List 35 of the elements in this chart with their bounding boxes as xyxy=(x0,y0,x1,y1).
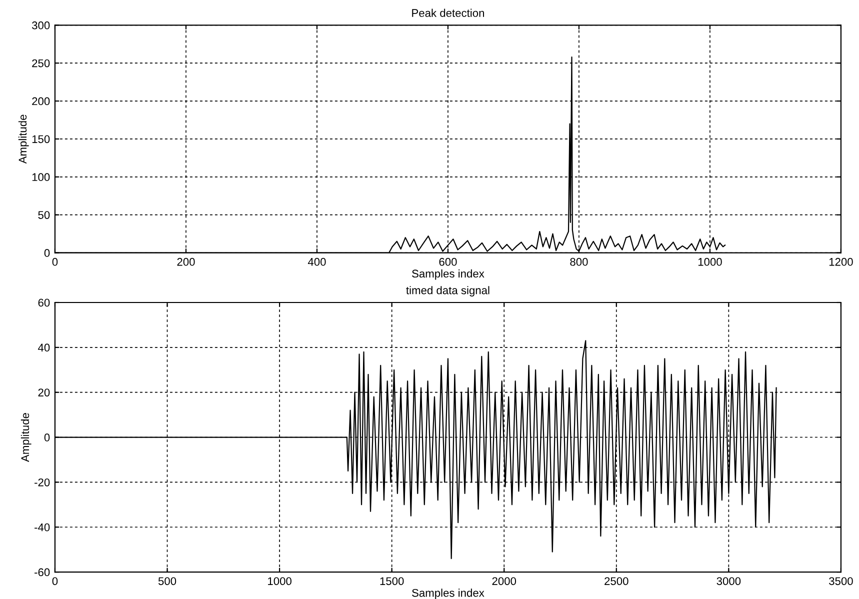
y-tick-label: 0 xyxy=(44,434,50,442)
y-tick-label: 300 xyxy=(32,21,50,30)
x-axis-title: Samples index xyxy=(412,269,484,280)
x-tick-label: 0 xyxy=(52,258,58,266)
x-tick-label: 1000 xyxy=(268,577,292,586)
x-tick-label: 500 xyxy=(158,577,176,586)
x-tick-label: 1200 xyxy=(829,258,853,266)
x-tick-label: 600 xyxy=(439,258,457,266)
x-tick-label: 3000 xyxy=(716,577,741,586)
y-tick-label: -60 xyxy=(34,568,50,576)
x-tick-label: 200 xyxy=(177,258,195,266)
y-tick-label: 60 xyxy=(38,298,50,307)
x-tick-label: 3500 xyxy=(829,577,853,586)
y-tick-label: 250 xyxy=(32,59,50,68)
y-axis-title: Amplitude xyxy=(18,114,29,164)
y-tick-label: 40 xyxy=(38,344,50,352)
x-tick-label: 0 xyxy=(52,577,58,586)
x-tick-label: 1000 xyxy=(698,258,722,266)
y-tick-label: 50 xyxy=(38,211,50,219)
x-tick-label: 800 xyxy=(570,258,588,266)
chart-title: Peak detection xyxy=(412,8,484,17)
chart-title: timed data signal xyxy=(406,286,490,296)
y-tick-label: 200 xyxy=(32,97,50,106)
x-tick-label: 400 xyxy=(308,258,326,266)
y-tick-label: -20 xyxy=(34,478,50,486)
y-tick-label: -40 xyxy=(34,523,50,532)
y-tick-label: 100 xyxy=(32,173,50,182)
x-tick-label: 2000 xyxy=(492,577,516,586)
y-axis-title: Amplitude xyxy=(20,413,32,462)
x-tick-label: 1500 xyxy=(380,577,404,586)
y-tick-label: 150 xyxy=(32,135,50,144)
x-tick-label: 2500 xyxy=(604,577,628,586)
x-axis-title: Samples index xyxy=(412,588,484,599)
y-tick-label: 20 xyxy=(38,388,50,396)
y-tick-label: 0 xyxy=(44,249,50,257)
